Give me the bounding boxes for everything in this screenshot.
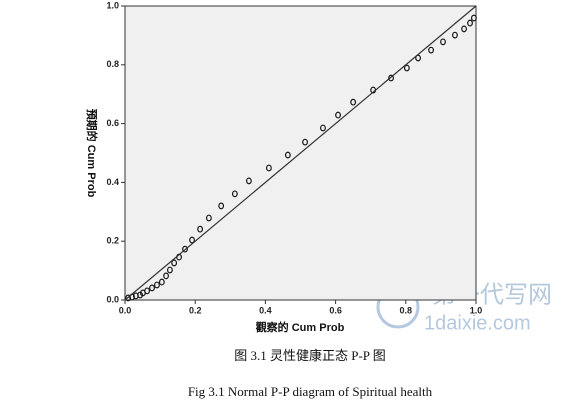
point bbox=[461, 25, 467, 33]
point bbox=[452, 31, 458, 39]
point bbox=[266, 164, 272, 172]
point bbox=[335, 111, 341, 119]
point bbox=[189, 236, 195, 244]
y-axis-title: 預期的 Cum Prob bbox=[85, 109, 99, 198]
point bbox=[197, 225, 204, 233]
x-tick-label: 0.6 bbox=[329, 305, 342, 315]
x-tick-label: 0.2 bbox=[189, 305, 202, 315]
point bbox=[302, 138, 308, 146]
x-tick-label: 0.8 bbox=[400, 305, 413, 315]
caption-cn: 图 3.1 灵性健康正态 P-P 图 bbox=[234, 348, 386, 363]
point bbox=[158, 278, 165, 286]
x-axis-title: 觀察的 Cum Prob bbox=[256, 320, 345, 334]
y-tick-label: 0.8 bbox=[106, 59, 119, 69]
point bbox=[428, 46, 434, 54]
reference-line bbox=[124, 5, 477, 301]
y-tick-label: 0.0 bbox=[106, 294, 119, 304]
point bbox=[171, 259, 178, 267]
point bbox=[246, 177, 252, 185]
point bbox=[154, 281, 160, 289]
point bbox=[440, 38, 446, 46]
x-tick-label: 1.0 bbox=[470, 305, 483, 315]
point bbox=[403, 64, 410, 72]
point bbox=[167, 266, 173, 274]
point bbox=[125, 294, 132, 302]
y-tick-label: 1.0 bbox=[106, 0, 119, 10]
point bbox=[467, 19, 473, 27]
x-tick-label: 0.4 bbox=[259, 305, 272, 315]
y-tick-label: 0.2 bbox=[106, 236, 119, 246]
point bbox=[284, 151, 291, 159]
point bbox=[470, 14, 477, 22]
point bbox=[144, 287, 151, 295]
point bbox=[218, 202, 225, 210]
plot: 0.0 0.2 0.4 0.6 0.8 1.0 0.0 0.2 0.4 0.6 0.8 1.0 bbox=[106, 0, 482, 315]
point bbox=[388, 74, 394, 82]
watermark-site: 1daixie.com bbox=[424, 312, 531, 334]
point bbox=[350, 98, 357, 106]
point bbox=[320, 124, 326, 132]
point bbox=[205, 214, 212, 222]
point bbox=[182, 245, 188, 253]
point bbox=[231, 190, 238, 198]
point bbox=[163, 272, 169, 280]
watermark: 第一代写网 1daixie.com bbox=[376, 281, 552, 334]
y-tick-label: 0.4 bbox=[106, 177, 119, 187]
point bbox=[149, 284, 155, 292]
x-tick-label: 0.0 bbox=[119, 305, 132, 315]
y-tick-label: 0.6 bbox=[106, 118, 119, 128]
caption-en: Fig 3.1 Normal P-P diagram of Spiritual … bbox=[188, 384, 433, 399]
